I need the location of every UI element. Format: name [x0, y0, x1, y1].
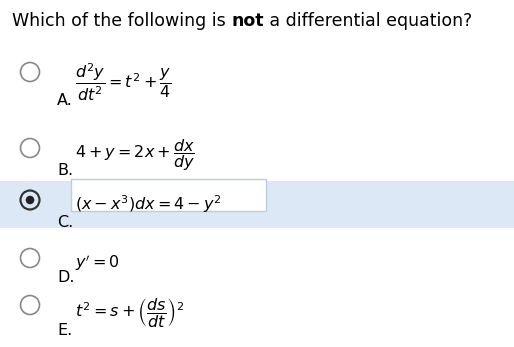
Text: $y^{\prime} = 0$: $y^{\prime} = 0$	[75, 253, 120, 273]
Text: A.: A.	[57, 93, 73, 108]
Text: not: not	[231, 12, 264, 30]
Text: a differential equation?: a differential equation?	[264, 12, 472, 30]
Text: D.: D.	[57, 270, 75, 285]
Text: Which of the following is: Which of the following is	[12, 12, 231, 30]
Text: $\dfrac{d^2y}{dt^2} = t^2 + \dfrac{y}{4}$: $\dfrac{d^2y}{dt^2} = t^2 + \dfrac{y}{4}…	[75, 62, 172, 103]
Text: $(x - x^3)dx = 4 - y^2$: $(x - x^3)dx = 4 - y^2$	[75, 193, 222, 215]
Ellipse shape	[26, 196, 34, 204]
Text: E.: E.	[57, 323, 72, 338]
FancyBboxPatch shape	[71, 179, 266, 211]
Text: $t^2 = s + \left(\dfrac{ds}{dt}\right)^2$: $t^2 = s + \left(\dfrac{ds}{dt}\right)^2…	[75, 296, 184, 329]
Text: B.: B.	[57, 163, 73, 178]
Text: C.: C.	[57, 215, 74, 230]
Text: $4 + y = 2x + \dfrac{dx}{dy}$: $4 + y = 2x + \dfrac{dx}{dy}$	[75, 137, 195, 173]
Bar	[0, 181, 514, 228]
